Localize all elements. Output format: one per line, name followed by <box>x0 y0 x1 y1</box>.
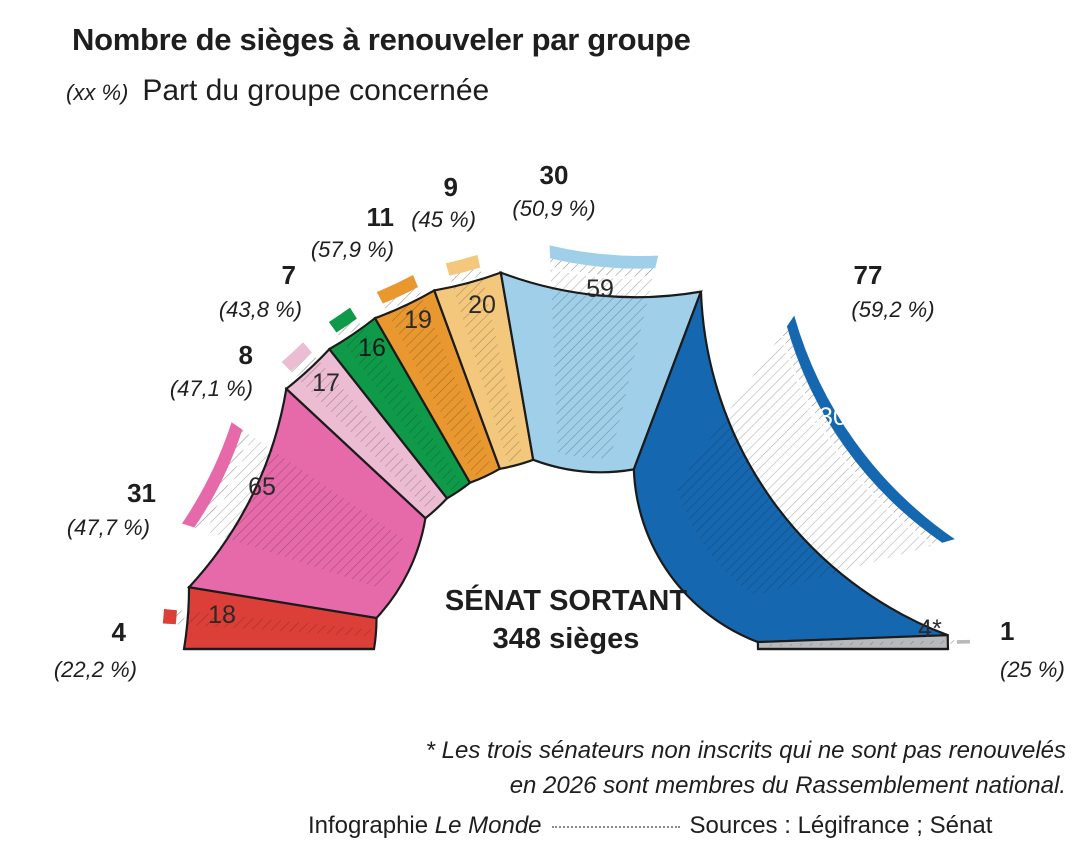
renewed-count-8: 77 <box>854 260 883 290</box>
renewed-count-4: 7 <box>282 260 296 290</box>
renewed-hatch-ring-1 <box>175 610 185 625</box>
seats-label-3: 17 <box>312 369 340 397</box>
renewed-count-2: 31 <box>127 478 156 508</box>
renewed-band-9 <box>956 639 970 644</box>
segment-renewed-hatch-2 <box>204 435 404 589</box>
center-title: SÉNAT SORTANT <box>445 583 687 617</box>
renewed-count-3: 8 <box>239 340 253 370</box>
renewed-band-3 <box>281 342 312 372</box>
renewed-hatch-ring-3 <box>290 352 317 377</box>
renewed-hatch-ring-5 <box>382 287 422 311</box>
labels: 18 4 (22,2 %) 65 31 (47,7 %) 17 8 (47,1 %) 16 7 (43… <box>54 160 1065 682</box>
segment-renewed-hatch-6 <box>452 278 523 462</box>
renewed-hatch-ring-9 <box>948 640 957 644</box>
renewed-count-7: 30 <box>540 160 569 190</box>
renewed-share-5: (57,9 %) <box>311 237 394 262</box>
center-total: 348 sièges <box>493 623 640 655</box>
renewed-count-9: 1 <box>1000 616 1014 646</box>
segment-renewed-hatch-8 <box>676 335 932 596</box>
footnote-line-1: * Les trois sénateurs non inscrits qui n… <box>425 737 1066 764</box>
renewed-hatch-ring-4 <box>336 318 362 339</box>
footnote: * Les trois sénateurs non inscrits qui n… <box>426 733 1066 803</box>
renewed-hatch-ring-6 <box>449 267 482 284</box>
renewed-count-5: 11 <box>367 202 395 232</box>
credits: Infographie Le Monde Sources : Légifranc… <box>308 812 992 840</box>
renewed-band-4 <box>328 307 357 333</box>
renewed-arcs <box>162 245 970 644</box>
renewed-share-7: (50,9 %) <box>512 196 595 221</box>
segment-renewed-hatch-5 <box>388 297 492 476</box>
hemicycle-chart: 18 4 (22,2 %) 65 31 (47,7 %) 17 8 (47,1 %) 16 7 (43… <box>54 160 1065 682</box>
credits-sources: Sources : Légifrance ; Sénat <box>689 812 993 839</box>
renewed-band-6 <box>445 254 481 276</box>
renewed-share-9: (25 %) <box>1000 657 1065 682</box>
legend-label: Part du groupe concernée <box>142 74 490 107</box>
renewed-count-6: 9 <box>444 172 458 202</box>
renewed-share-3: (47,1 %) <box>170 376 253 401</box>
renewed-share-6: (45 %) <box>411 207 476 232</box>
seats-label-5: 19 <box>404 306 432 334</box>
seats-label-2: 65 <box>248 473 276 501</box>
chart-title: Nombre de sièges à renouveler par groupe <box>72 22 691 57</box>
renewed-share-4: (43,8 %) <box>219 297 302 322</box>
segment-renewed-hatch-1 <box>186 611 371 637</box>
segments <box>182 269 950 651</box>
legend: (xx %) Part du groupe concernée <box>66 74 489 108</box>
seats-label-1: 18 <box>208 601 236 629</box>
renewed-band-1 <box>162 608 177 625</box>
seats-label-8: 130 <box>805 403 847 431</box>
segment-renewed-hatch-7 <box>550 269 653 459</box>
segment-renewed-hatch-9 <box>761 640 946 647</box>
renewed-band-7 <box>549 245 659 269</box>
seats-label-4: 16 <box>358 334 386 362</box>
renewed-share-2: (47,7 %) <box>67 515 150 540</box>
renewed-hatch-ring-2 <box>194 429 249 530</box>
seats-label-7: 59 <box>586 275 614 303</box>
credits-prefix: Infographie <box>308 812 429 839</box>
renewed-band-5 <box>376 275 418 304</box>
renewed-share-8: (59,2 %) <box>851 297 934 322</box>
legend-key: (xx %) <box>66 80 129 105</box>
credits-publication: Le Monde <box>434 812 542 839</box>
segment-renewed-hatch-4 <box>342 327 462 491</box>
renewed-share-1: (22,2 %) <box>54 657 137 682</box>
seats-label-6: 20 <box>468 291 496 319</box>
renewed-count-1: 4 <box>112 617 127 647</box>
renewed-band-2 <box>182 422 243 528</box>
footnote-line-2: en 2026 sont membres du Rassemblement na… <box>509 772 1066 799</box>
credits-separator <box>551 826 680 830</box>
renewed-hatch-ring-7 <box>550 258 656 277</box>
seats-label-9: 4* <box>918 615 942 643</box>
segment-renewed-hatch-3 <box>298 360 439 510</box>
